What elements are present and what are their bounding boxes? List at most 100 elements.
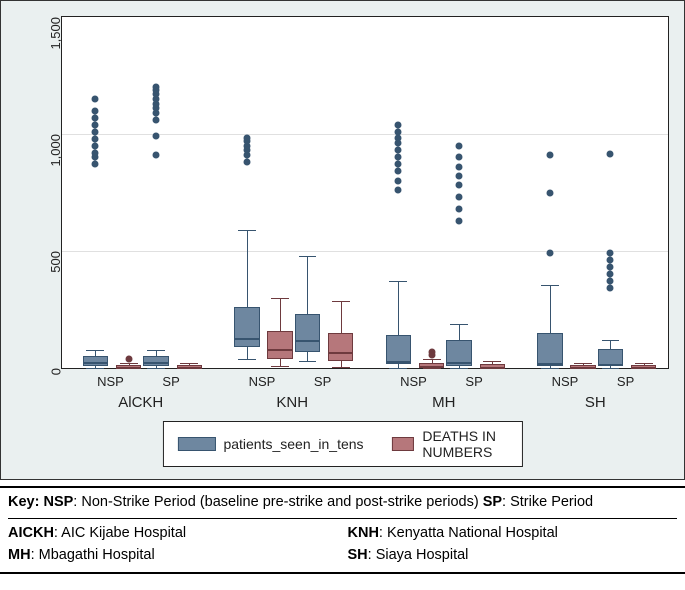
outlier-point [455, 194, 462, 201]
median-line [83, 362, 108, 364]
whisker-cap [332, 301, 350, 302]
key-item-SH: SH: Siaya Hospital [348, 545, 678, 567]
outlier-point [455, 217, 462, 224]
whisker-cap [332, 367, 350, 368]
box-deaths [328, 333, 353, 361]
y-tick-label: 1,000 [49, 134, 64, 167]
outlier-point [125, 355, 132, 362]
outlier-point [607, 250, 614, 257]
whisker-cap [423, 359, 441, 360]
whisker-cap [423, 368, 441, 369]
x-group-label-KNH: KNH [276, 394, 308, 411]
key-sp-abbr: SP [483, 494, 502, 510]
outlier-point [455, 173, 462, 180]
chart-container: 05001,0001,500AlCKHNSPSPKNHNSPSPMHNSPSPS… [0, 0, 685, 480]
outlier-point [428, 348, 435, 355]
outlier-point [92, 161, 99, 168]
outlier-point [395, 121, 402, 128]
whisker-cap [86, 368, 104, 369]
outlier-point [607, 285, 614, 292]
outlier-point [152, 152, 159, 159]
outlier-point [607, 271, 614, 278]
outlier-point [395, 147, 402, 154]
key-nsp-abbr: NSP [43, 494, 73, 510]
grid-line [62, 251, 668, 252]
outlier-point [92, 149, 99, 156]
median-line [386, 361, 411, 363]
y-tick-label: 0 [49, 368, 64, 375]
x-sub-label-SH-NSP: NSP [552, 374, 579, 389]
median-line [537, 363, 562, 365]
key-item-full: : Mbagathi Hospital [31, 547, 155, 563]
legend-item-patients: patients_seen_in_tens [177, 436, 363, 452]
whisker-cap [541, 285, 559, 286]
y-tick-label: 1,500 [49, 17, 64, 50]
legend-swatch [392, 437, 415, 451]
median-line [177, 367, 202, 369]
key-item-AICKH: AICKH: AIC Kijabe Hospital [8, 523, 338, 545]
whisker-cap [271, 298, 289, 299]
median-line [570, 367, 595, 369]
outlier-point [152, 84, 159, 91]
outlier-point [607, 150, 614, 157]
outlier-point [455, 205, 462, 212]
outlier-point [546, 250, 553, 257]
x-sub-label-AICKH-SP: SP [162, 374, 179, 389]
outlier-point [92, 107, 99, 114]
key-item-abbr: KNH [348, 525, 379, 541]
legend-item-deaths: DEATHS IN NUMBERS [392, 428, 508, 460]
box-patients [234, 307, 259, 347]
whisker-cap [541, 368, 559, 369]
whisker-cap [574, 363, 592, 364]
x-sub-label-KNH-NSP: NSP [249, 374, 276, 389]
x-group-label-MH: MH [432, 394, 455, 411]
outlier-point [607, 257, 614, 264]
plot-area: 05001,0001,500AlCKHNSPSPKNHNSPSPMHNSPSPS… [61, 16, 669, 369]
whisker-cap [271, 366, 289, 367]
key-block: Key: NSP: Non-Strike Period (baseline pr… [0, 486, 685, 574]
key-nsp-full: : Non-Strike Period (baseline pre-strike… [73, 494, 482, 510]
whisker-cap [147, 368, 165, 369]
outlier-point [395, 154, 402, 161]
whisker-cap [299, 256, 317, 257]
outlier-point [395, 177, 402, 184]
whisker-cap [635, 363, 653, 364]
whisker-cap [299, 361, 317, 362]
median-line [267, 349, 292, 351]
outlier-point [92, 121, 99, 128]
whisker-cap [180, 363, 198, 364]
whisker-cap [602, 340, 620, 341]
median-line [295, 340, 320, 342]
outlier-point [395, 128, 402, 135]
outlier-point [395, 187, 402, 194]
whisker-cap [450, 324, 468, 325]
x-sub-label-AICKH-NSP: NSP [97, 374, 124, 389]
x-sub-label-MH-NSP: NSP [400, 374, 427, 389]
box-patients [83, 356, 108, 365]
key-sp-full: : Strike Period [502, 494, 593, 510]
median-line [143, 362, 168, 364]
box-patients [295, 314, 320, 351]
key-item-abbr: SH [348, 547, 368, 563]
outlier-point [455, 182, 462, 189]
key-item-full: : Kenyatta National Hospital [379, 525, 558, 541]
median-line [631, 367, 656, 369]
box-patients [143, 356, 168, 365]
whisker-cap [238, 230, 256, 231]
outlier-point [92, 114, 99, 121]
median-line [480, 367, 505, 369]
whisker-cap [450, 368, 468, 369]
outlier-point [92, 135, 99, 142]
outlier-point [92, 128, 99, 135]
whisker-cap [389, 281, 407, 282]
whisker-cap [389, 368, 407, 369]
median-line [419, 366, 444, 368]
outlier-point [455, 154, 462, 161]
whisker-cap [483, 361, 501, 362]
outlier-point [607, 278, 614, 285]
outlier-point [546, 152, 553, 159]
x-group-label-SH: SH [585, 394, 606, 411]
outlier-point [92, 95, 99, 102]
outlier-point [92, 142, 99, 149]
y-tick-label: 500 [49, 251, 64, 273]
